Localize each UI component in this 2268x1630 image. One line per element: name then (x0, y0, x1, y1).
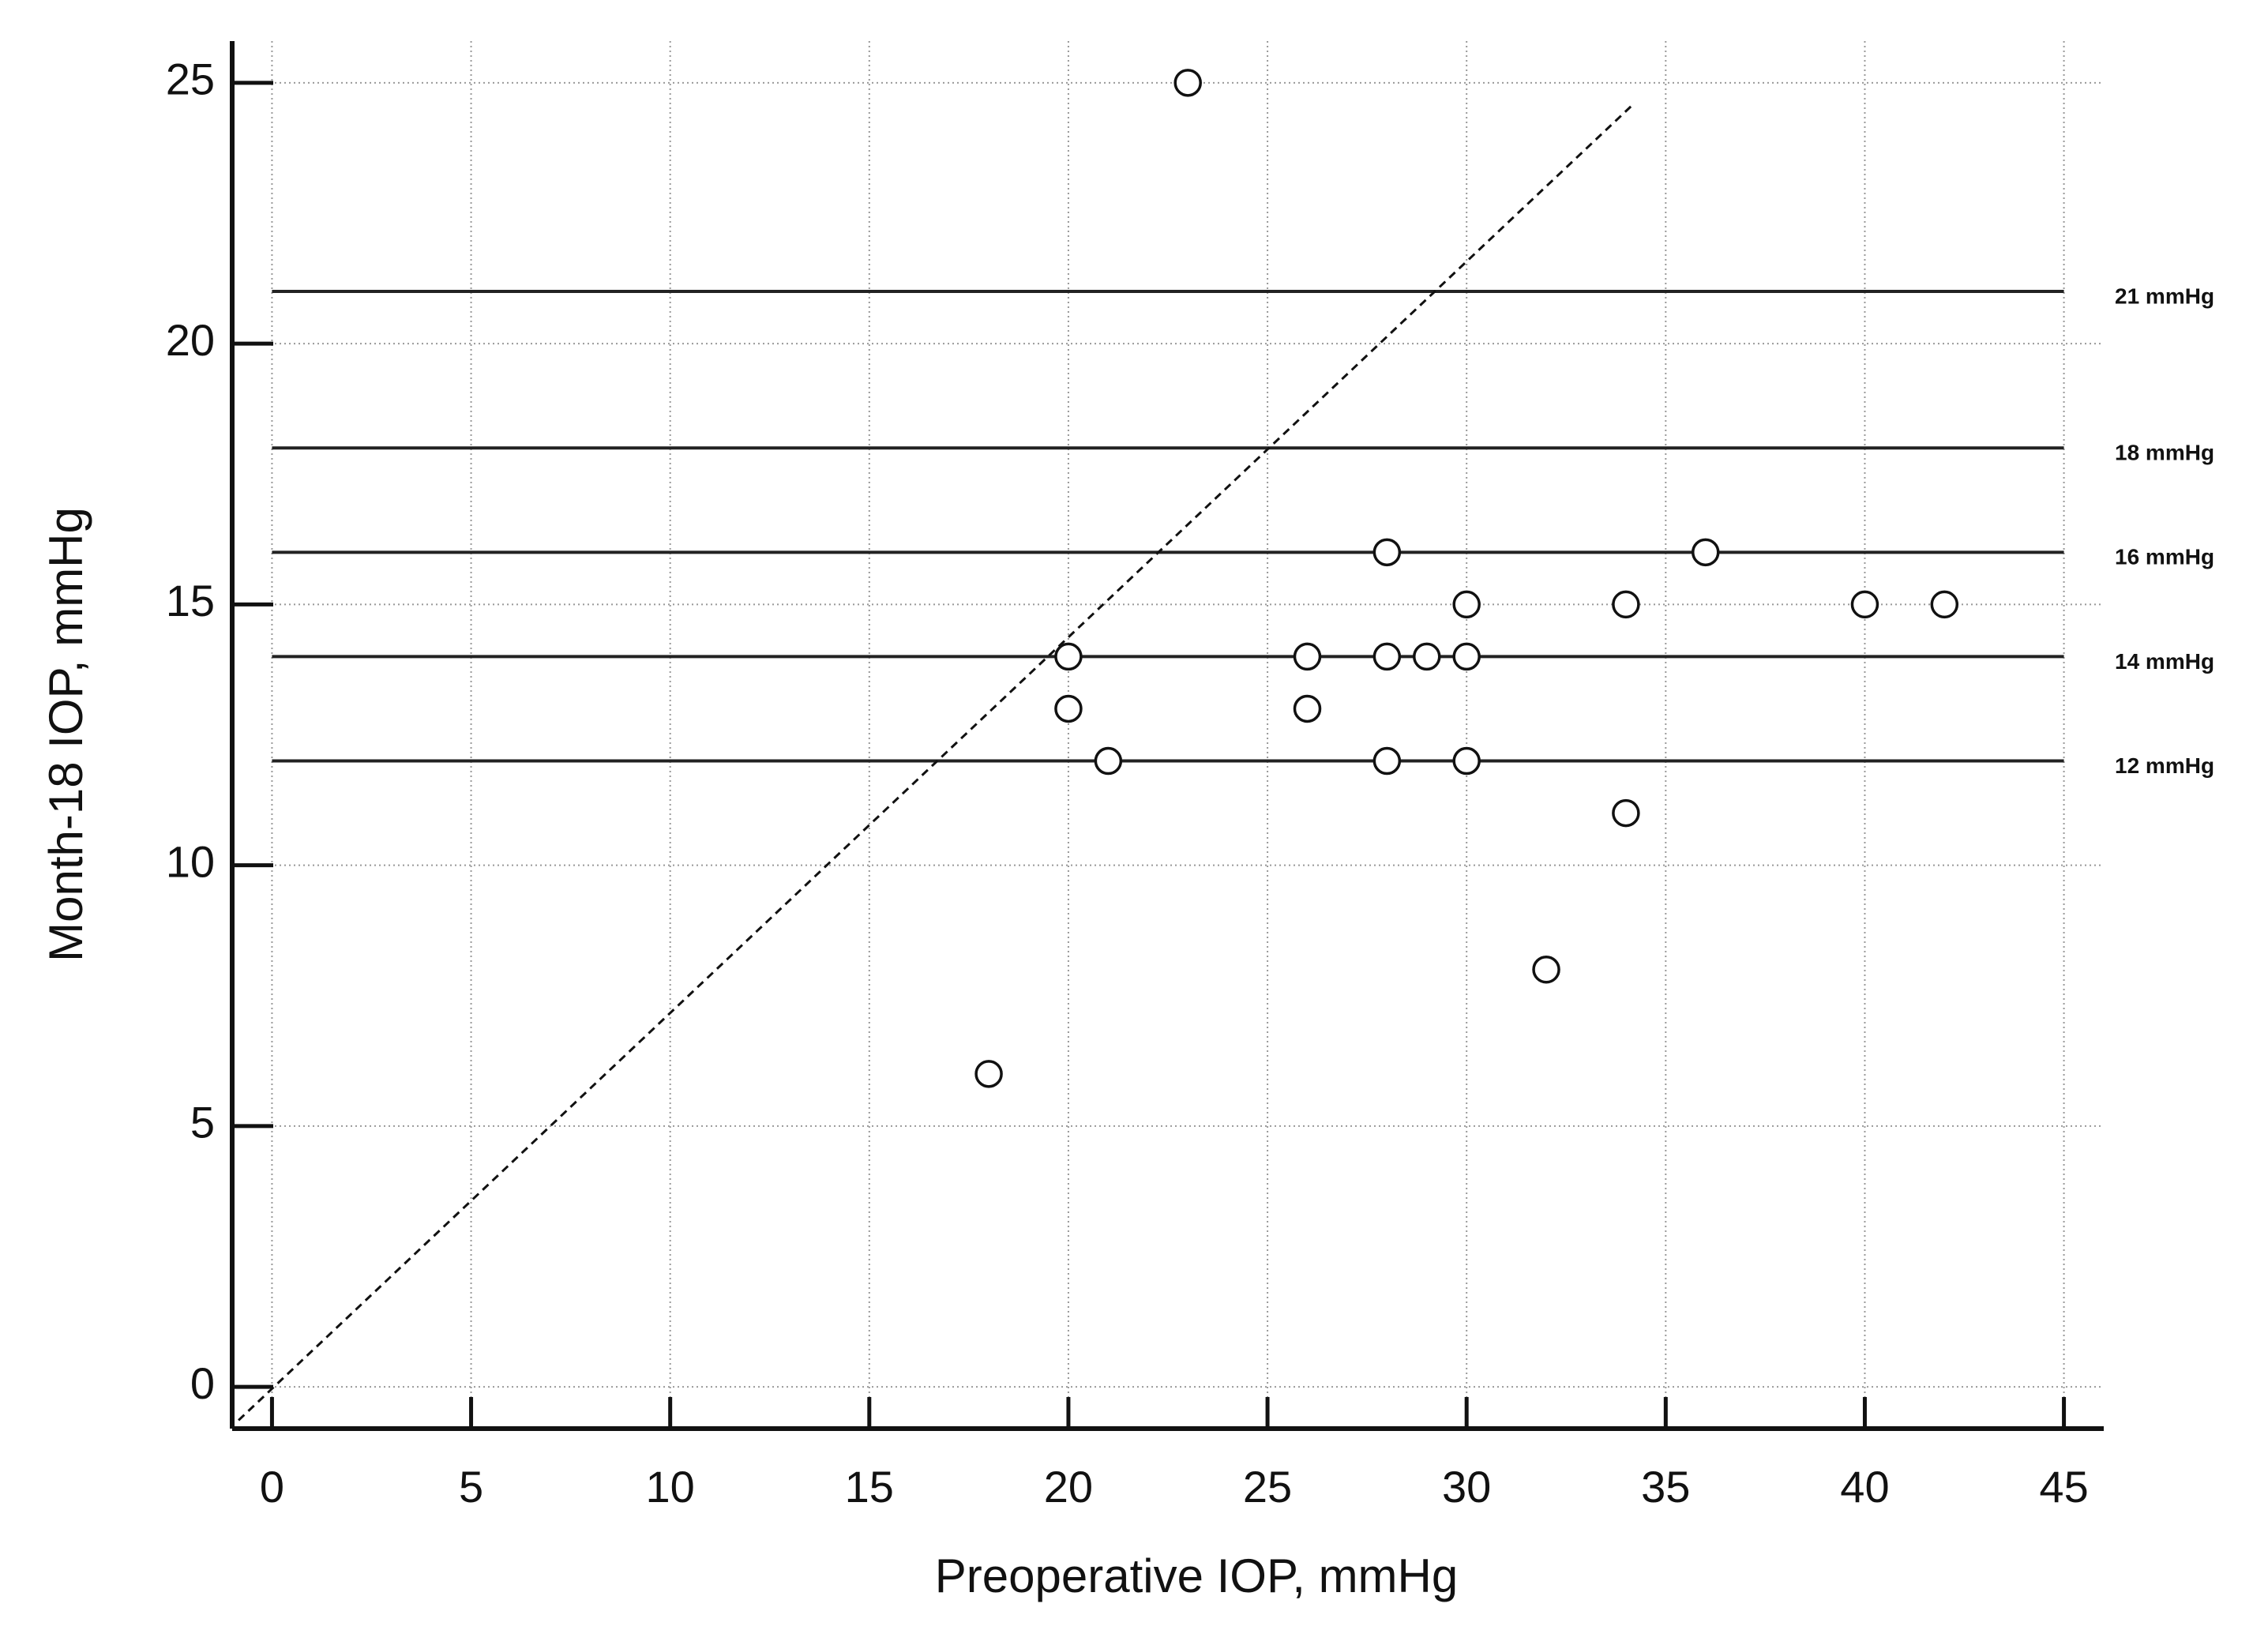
y-tick-label: 20 (166, 315, 215, 365)
y-axis-label: Month-18 IOP, mmHg (39, 507, 92, 962)
point (1612, 798, 1640, 828)
point (1054, 694, 1083, 723)
point (1054, 642, 1083, 671)
reference-label: 12 mmHg (2115, 753, 2214, 778)
point (1293, 694, 1322, 723)
point (1293, 642, 1322, 671)
y-tick-label: 10 (166, 836, 215, 886)
point (1850, 590, 1879, 619)
x-tick-label: 25 (1243, 1462, 1292, 1512)
point (974, 1060, 1003, 1088)
point (1930, 590, 1959, 619)
x-tick-label: 0 (260, 1462, 284, 1512)
x-tick-label: 40 (1840, 1462, 1889, 1512)
y-tick-label: 5 (190, 1098, 215, 1147)
y-tick-label: 15 (166, 576, 215, 625)
point (1691, 538, 1720, 567)
x-tick-label: 30 (1442, 1462, 1491, 1512)
x-tick-label: 45 (2039, 1462, 2088, 1512)
point (1532, 955, 1560, 984)
point (1452, 746, 1481, 776)
point (1173, 69, 1202, 97)
x-tick-label: 20 (1044, 1462, 1093, 1512)
x-tick-label: 15 (845, 1462, 894, 1512)
point (1094, 746, 1123, 776)
y-tick-label: 25 (166, 54, 215, 104)
point (1372, 642, 1402, 671)
reference-label: 21 mmHg (2115, 284, 2214, 308)
reference-label: 16 mmHg (2115, 545, 2214, 569)
point (1413, 642, 1441, 671)
point (1452, 642, 1481, 671)
x-axis-label: Preoperative IOP, mmHg (935, 1549, 1459, 1602)
point (1452, 590, 1481, 619)
reference-label: 14 mmHg (2115, 649, 2214, 674)
x-tick-label: 35 (1641, 1462, 1690, 1512)
reference-label: 18 mmHg (2115, 441, 2214, 465)
point (1372, 746, 1402, 776)
point (1372, 538, 1402, 567)
dashed-line (238, 103, 1635, 1422)
y-tick-label: 0 (190, 1358, 215, 1408)
x-tick-label: 10 (646, 1462, 695, 1512)
point (1612, 590, 1640, 619)
x-tick-label: 5 (459, 1462, 483, 1512)
